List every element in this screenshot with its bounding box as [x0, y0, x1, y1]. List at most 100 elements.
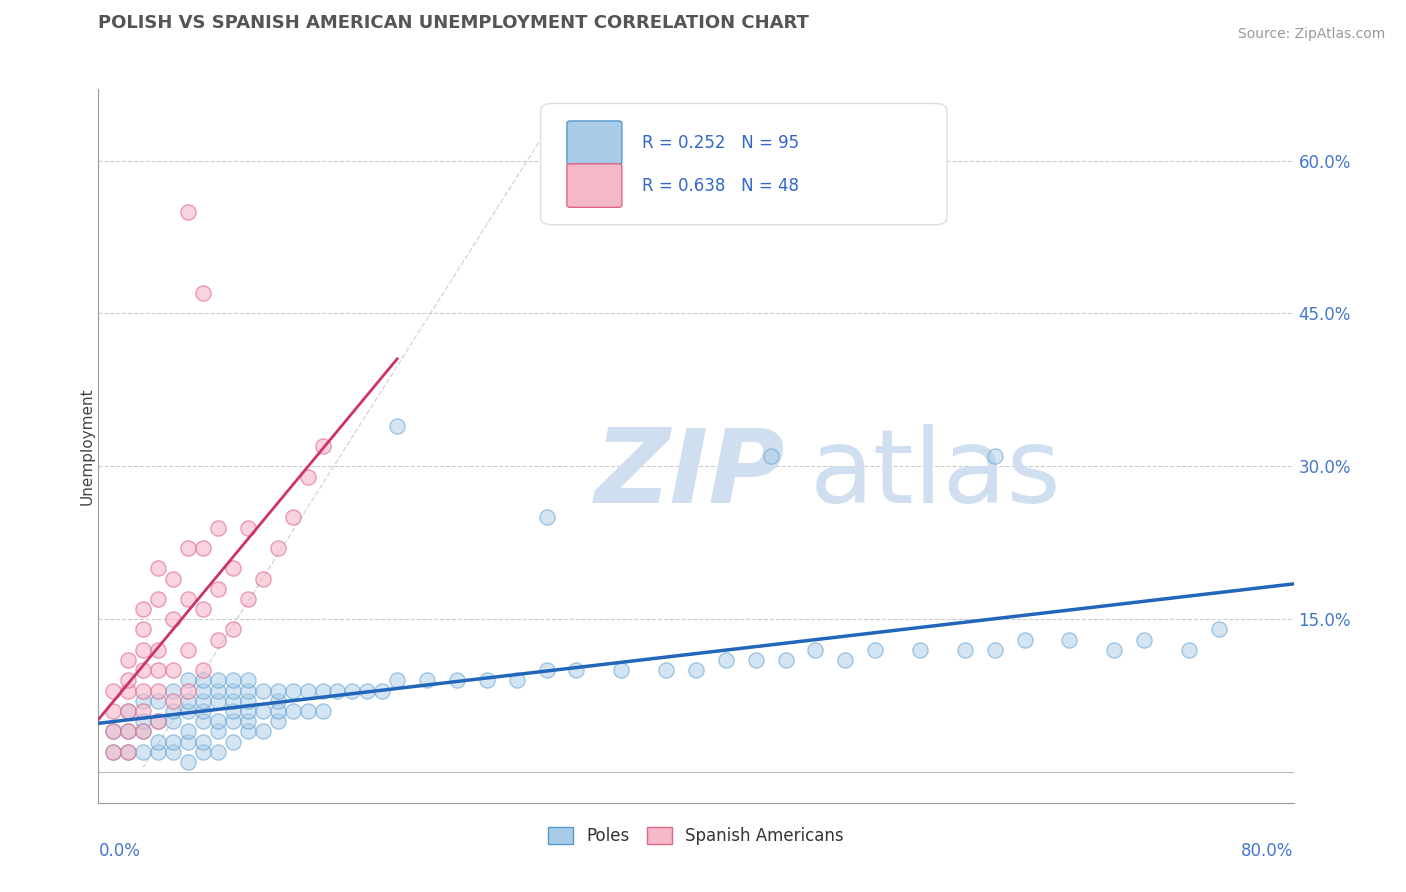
- Point: [162, 694, 184, 708]
- Point: [191, 673, 214, 688]
- Point: [222, 694, 245, 708]
- Point: [207, 694, 229, 708]
- Text: 80.0%: 80.0%: [1241, 842, 1294, 860]
- Point: [984, 449, 1007, 463]
- Point: [148, 745, 170, 759]
- Point: [177, 204, 200, 219]
- Point: [1208, 623, 1230, 637]
- Point: [297, 683, 319, 698]
- Point: [252, 724, 274, 739]
- Point: [1104, 643, 1126, 657]
- Point: [207, 745, 229, 759]
- Point: [191, 704, 214, 718]
- Point: [148, 683, 170, 698]
- Point: [162, 734, 184, 748]
- Point: [132, 623, 155, 637]
- Point: [565, 663, 588, 677]
- Point: [222, 673, 245, 688]
- Point: [685, 663, 707, 677]
- Point: [222, 683, 245, 698]
- Point: [222, 623, 245, 637]
- Point: [342, 683, 364, 698]
- Point: [252, 704, 274, 718]
- Point: [311, 439, 333, 453]
- Point: [207, 520, 229, 534]
- Point: [297, 704, 319, 718]
- Point: [267, 541, 290, 555]
- Point: [148, 591, 170, 606]
- Point: [177, 734, 200, 748]
- Point: [191, 683, 214, 698]
- Point: [236, 591, 259, 606]
- Point: [162, 612, 184, 626]
- Point: [953, 643, 976, 657]
- Point: [162, 572, 184, 586]
- Point: [759, 449, 782, 463]
- Point: [177, 704, 200, 718]
- Point: [177, 541, 200, 555]
- Text: R = 0.252   N = 95: R = 0.252 N = 95: [643, 134, 800, 152]
- Point: [371, 683, 394, 698]
- Point: [446, 673, 468, 688]
- Point: [191, 541, 214, 555]
- Point: [162, 745, 184, 759]
- Point: [865, 643, 887, 657]
- Point: [177, 755, 200, 769]
- Point: [132, 704, 155, 718]
- Point: [132, 714, 155, 729]
- Legend: Poles, Spanish Americans: Poles, Spanish Americans: [541, 820, 851, 852]
- Point: [267, 714, 290, 729]
- Point: [236, 683, 259, 698]
- Text: 0.0%: 0.0%: [98, 842, 141, 860]
- Point: [191, 602, 214, 616]
- Point: [148, 663, 170, 677]
- Point: [475, 673, 498, 688]
- Point: [177, 724, 200, 739]
- Point: [162, 714, 184, 729]
- Point: [326, 683, 349, 698]
- Point: [222, 734, 245, 748]
- Point: [207, 632, 229, 647]
- Point: [103, 745, 125, 759]
- Point: [267, 694, 290, 708]
- Text: R = 0.638   N = 48: R = 0.638 N = 48: [643, 177, 799, 194]
- Point: [103, 724, 125, 739]
- Point: [1133, 632, 1156, 647]
- Text: Source: ZipAtlas.com: Source: ZipAtlas.com: [1237, 27, 1385, 41]
- Point: [236, 714, 259, 729]
- Point: [281, 704, 304, 718]
- Point: [191, 663, 214, 677]
- Point: [148, 714, 170, 729]
- Point: [908, 643, 931, 657]
- Point: [356, 683, 378, 698]
- Point: [416, 673, 439, 688]
- Point: [117, 704, 139, 718]
- Point: [177, 694, 200, 708]
- Point: [1178, 643, 1201, 657]
- Point: [281, 683, 304, 698]
- Point: [236, 704, 259, 718]
- Point: [103, 724, 125, 739]
- Point: [162, 704, 184, 718]
- Point: [132, 663, 155, 677]
- Point: [745, 653, 768, 667]
- Point: [148, 734, 170, 748]
- Point: [804, 643, 827, 657]
- Point: [207, 683, 229, 698]
- FancyBboxPatch shape: [567, 164, 621, 207]
- Point: [117, 653, 139, 667]
- Point: [132, 683, 155, 698]
- Point: [177, 673, 200, 688]
- Point: [1059, 632, 1081, 647]
- Point: [207, 582, 229, 596]
- Point: [191, 286, 214, 301]
- Point: [177, 683, 200, 698]
- Point: [297, 469, 319, 483]
- Point: [1014, 632, 1036, 647]
- Point: [177, 591, 200, 606]
- Point: [191, 694, 214, 708]
- Point: [103, 683, 125, 698]
- Point: [103, 745, 125, 759]
- Point: [132, 694, 155, 708]
- Point: [191, 734, 214, 748]
